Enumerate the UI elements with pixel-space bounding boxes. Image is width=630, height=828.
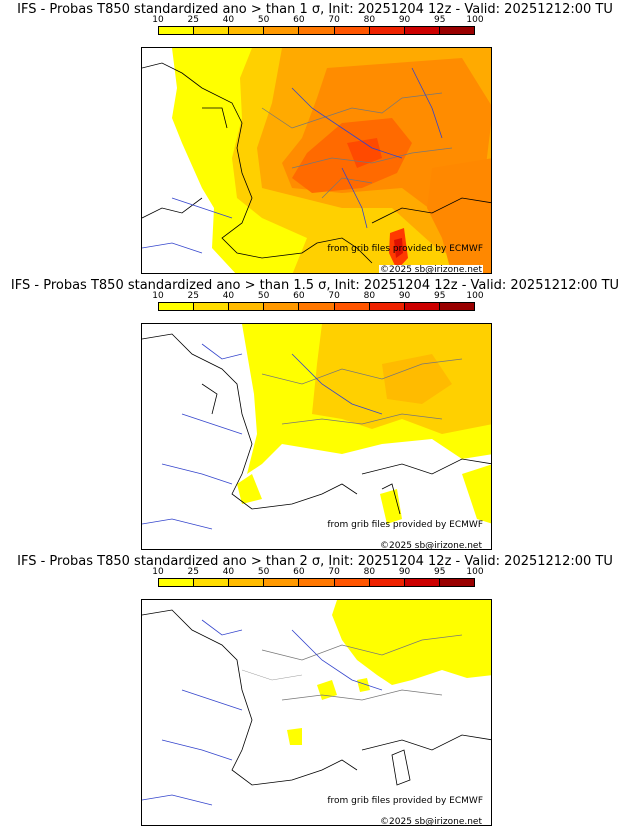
colorbar-swatch	[264, 303, 300, 310]
map-panel-1sigma: IFS - Probas T850 standardized ano > tha…	[0, 0, 630, 276]
colorbar-tick-label: 60	[293, 291, 305, 301]
colorbar-tick-label: 80	[363, 291, 376, 301]
colorbar-swatch	[159, 303, 195, 310]
colorbar-tick-label: 40	[222, 567, 235, 577]
map-panel-2sigma: IFS - Probas T850 standardized ano > tha…	[0, 552, 630, 828]
colorbar-swatch	[334, 303, 370, 310]
colorbar-swatch	[334, 27, 370, 34]
colorbar-swatch	[194, 27, 230, 34]
colorbar-tick-label: 70	[328, 567, 340, 577]
colorbar-swatch	[299, 303, 335, 310]
colorbar-swatch	[404, 303, 440, 310]
colorbar-tick-label: 60	[293, 15, 305, 25]
colorbar-tick-label: 100	[466, 291, 484, 301]
colorbar-tick-label: 100	[466, 15, 484, 25]
colorbar-ticks: 10 25 40 50 60 70 80 90 95 100	[152, 291, 483, 302]
colorbar-tick-label: 90	[398, 15, 411, 25]
colorbar-tick-label: 90	[398, 567, 411, 577]
panel-title: IFS - Probas T850 standardized ano > tha…	[17, 554, 613, 569]
colorbar-swatch	[439, 579, 474, 586]
colorbar-swatch	[159, 579, 195, 586]
colorbar-swatch	[369, 579, 405, 586]
credit-source: from grib files provided by ECMWF	[327, 520, 483, 530]
colorbar-swatch	[264, 579, 300, 586]
colorbar-tick-label: 25	[187, 291, 199, 301]
colorbar-tick-label: 80	[363, 15, 376, 25]
colorbar-swatch	[194, 303, 230, 310]
colorbar-swatch	[229, 303, 265, 310]
credit-copyright: ©2025 sb@irizone.net	[379, 541, 483, 550]
probability-map-1sigma	[142, 48, 491, 273]
colorbar-swatch	[229, 27, 265, 34]
colorbar-tick-label: 50	[257, 15, 270, 25]
credit-copyright: ©2025 sb@irizone.net	[379, 265, 483, 274]
colorbar-swatch	[404, 27, 440, 34]
map-frame: from grib files provided by ECMWF ©2025 …	[141, 47, 492, 274]
colorbar-tick-label: 80	[363, 567, 376, 577]
map-frame: from grib files provided by ECMWF ©2025 …	[141, 323, 492, 550]
panel-title: IFS - Probas T850 standardized ano > tha…	[10, 278, 620, 293]
colorbar-tick-label: 70	[328, 15, 340, 25]
colorbar-ticks: 10 25 40 50 60 70 80 90 95 100	[152, 567, 483, 578]
colorbar-tick-label: 10	[152, 567, 164, 577]
map-frame: from grib files provided by ECMWF ©2025 …	[141, 599, 492, 826]
colorbar-tick-label: 60	[293, 567, 305, 577]
panel-title: IFS - Probas T850 standardized ano > tha…	[17, 2, 613, 17]
colorbar-swatch	[334, 579, 370, 586]
colorbar-swatch	[369, 303, 405, 310]
probability-map-2sigma	[142, 600, 491, 825]
colorbar-tick-label: 95	[434, 567, 446, 577]
colorbar-swatch	[264, 27, 300, 34]
colorbar	[158, 578, 475, 587]
colorbar-tick-label: 95	[434, 291, 446, 301]
colorbar-swatch	[369, 27, 405, 34]
colorbar-swatch	[439, 303, 474, 310]
colorbar	[158, 302, 475, 311]
credit-source: from grib files provided by ECMWF	[327, 796, 483, 806]
colorbar-tick-label: 25	[187, 567, 199, 577]
colorbar-tick-label: 25	[187, 15, 199, 25]
colorbar-tick-label: 40	[222, 15, 235, 25]
colorbar-swatch	[229, 579, 265, 586]
colorbar-tick-label: 50	[257, 567, 270, 577]
colorbar-swatch	[404, 579, 440, 586]
colorbar-swatch	[299, 579, 335, 586]
colorbar-tick-label: 90	[398, 291, 411, 301]
map-panel-1-5sigma: IFS - Probas T850 standardized ano > tha…	[0, 276, 630, 552]
colorbar-swatch	[299, 27, 335, 34]
colorbar-tick-label: 100	[466, 567, 484, 577]
colorbar-tick-label: 70	[328, 291, 340, 301]
colorbar-tick-label: 10	[152, 291, 164, 301]
probability-map-1-5sigma	[142, 324, 491, 549]
colorbar	[158, 26, 475, 35]
colorbar-swatch	[159, 27, 195, 34]
credit-copyright: ©2025 sb@irizone.net	[379, 817, 483, 826]
colorbar-ticks: 10 25 40 50 60 70 80 90 95 100	[152, 15, 483, 26]
colorbar-tick-label: 10	[152, 15, 164, 25]
credit-source: from grib files provided by ECMWF	[327, 244, 483, 254]
colorbar-swatch	[439, 27, 474, 34]
colorbar-tick-label: 40	[222, 291, 235, 301]
colorbar-tick-label: 95	[434, 15, 446, 25]
colorbar-swatch	[194, 579, 230, 586]
colorbar-tick-label: 50	[257, 291, 270, 301]
